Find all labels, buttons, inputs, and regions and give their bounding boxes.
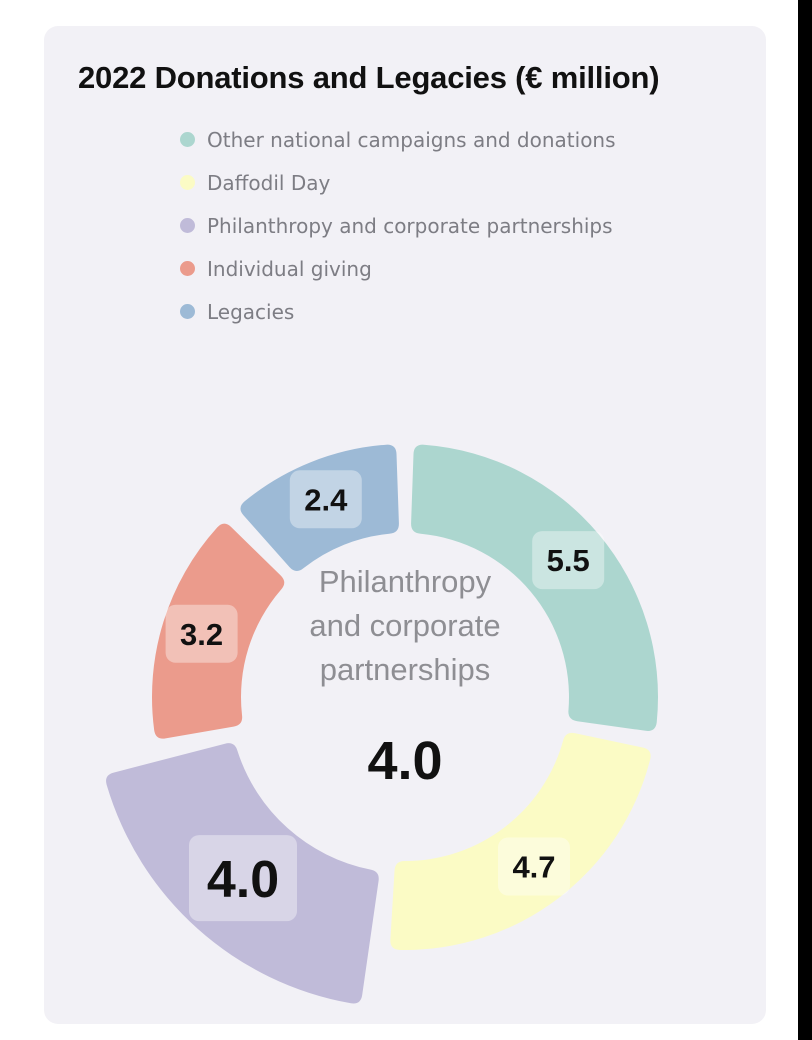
legend-swatch-icon [180, 132, 195, 147]
legend-label: Philanthropy and corporate partnerships [207, 213, 613, 238]
legend-item-daffodil-day[interactable]: Daffodil Day [180, 161, 616, 204]
center-label: Philanthropy and corporate partnerships [255, 560, 555, 692]
chart-card: 2022 Donations and Legacies (€ million) … [44, 26, 766, 1024]
chart-title: 2022 Donations and Legacies (€ million) [78, 60, 660, 95]
legend-swatch-icon [180, 175, 195, 190]
slice-value-label: 4.0 [207, 851, 279, 909]
legend-label: Legacies [207, 299, 295, 324]
slice-value-background [289, 470, 362, 529]
legend-item-legacies[interactable]: Legacies [180, 290, 616, 333]
slice-value-label: 2.4 [304, 482, 348, 517]
donut-slice-legacies[interactable] [240, 444, 399, 571]
donut-slice-other-national[interactable] [411, 444, 659, 731]
donut-slice-philanthropy[interactable] [106, 743, 379, 1004]
slice-value-background [165, 604, 238, 663]
center-label-line: Philanthropy [318, 564, 492, 599]
slice-value-background [498, 837, 570, 896]
slice-value-background [532, 531, 605, 590]
center-label-line: partnerships [319, 652, 491, 687]
legend-label: Daffodil Day [207, 170, 331, 195]
donut-slice-individual-giving[interactable] [151, 523, 285, 739]
center-label-line: and corporate [309, 608, 501, 643]
slice-value-label: 5.5 [547, 543, 590, 578]
slice-value-label: 3.2 [180, 617, 223, 652]
center-value: 4.0 [367, 731, 443, 791]
legend-item-other-national-campaigns[interactable]: Other national campaigns and donations [180, 118, 616, 161]
legend-label: Individual giving [207, 256, 372, 281]
legend-label: Other national campaigns and donations [207, 127, 616, 152]
donut-slice-daffodil-day[interactable] [390, 732, 651, 951]
legend-swatch-icon [180, 218, 195, 233]
donut-chart: 5.5 4.7 4.0 3.2 2.4 [106, 444, 659, 1004]
legend-item-individual-giving[interactable]: Individual giving [180, 247, 616, 290]
legend-item-philanthropy[interactable]: Philanthropy and corporate partnerships [180, 204, 616, 247]
slice-value-background [189, 835, 297, 922]
legend-swatch-icon [180, 304, 195, 319]
chart-legend: Other national campaigns and donations D… [180, 118, 616, 333]
slice-value-label: 4.7 [512, 850, 555, 885]
legend-swatch-icon [180, 261, 195, 276]
